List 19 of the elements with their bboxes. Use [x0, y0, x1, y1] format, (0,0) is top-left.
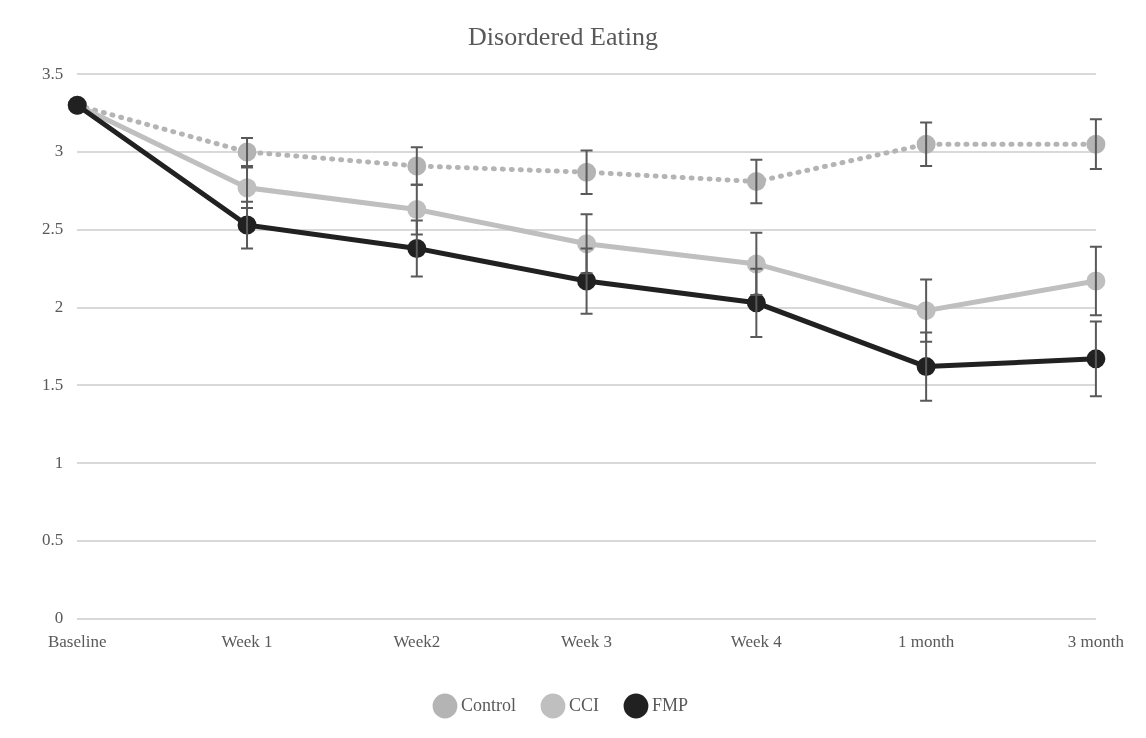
x-tick-label: 3 month [1067, 632, 1125, 652]
x-tick-label: 1 month [898, 632, 955, 652]
y-tick-label: 0.5 [42, 530, 64, 550]
y-tick-label: 0 [54, 608, 64, 628]
x-tick-label: Week 4 [730, 632, 783, 652]
y-tick-label: 1.5 [42, 374, 64, 394]
y-tick-label: 2.5 [42, 219, 64, 239]
y-tick-label: 3.5 [42, 63, 64, 83]
legend-label: FMP [651, 694, 689, 715]
y-tick-label: 2 [54, 296, 64, 316]
y-tick-label: 3 [54, 141, 64, 161]
chart-title: Disordered Eating [468, 22, 658, 52]
x-tick-label: Baseline [47, 632, 107, 652]
x-tick-label: Week2 [393, 632, 441, 652]
legend-label: Control [460, 694, 516, 715]
x-tick-label: Week 1 [221, 632, 273, 652]
y-tick-label: 1 [54, 452, 64, 472]
x-tick-label: Week 3 [561, 632, 613, 652]
legend-label: CCI [568, 694, 599, 715]
